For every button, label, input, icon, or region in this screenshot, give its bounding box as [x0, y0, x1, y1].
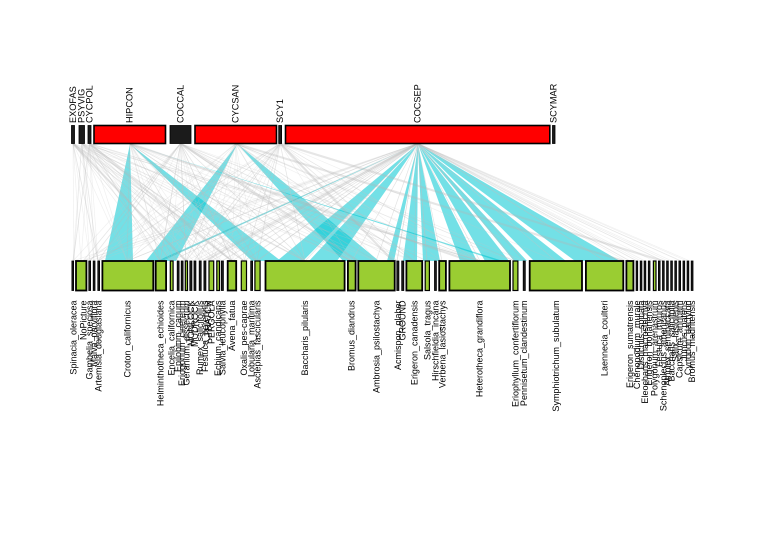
- svg-text:COCCAL: COCCAL: [176, 85, 186, 123]
- svg-text:Hirschfieldia_incana: Hirschfieldia_incana: [430, 301, 440, 382]
- svg-text:Eriogonum_cinereum: Eriogonum_cinereum: [177, 301, 187, 387]
- svg-text:Juncus_patens: Juncus_patens: [679, 300, 689, 361]
- svg-text:Salvia_leucophylla: Salvia_leucophylla: [217, 301, 227, 376]
- svg-text:Lobularia_maritima: Lobularia_maritima: [247, 301, 257, 378]
- svg-text:GROUND: GROUND: [398, 300, 408, 340]
- svg-text:Bromus_diandrus: Bromus_diandrus: [347, 300, 357, 371]
- svg-text:Eriophyllum_confertiflorum: Eriophyllum_confertiflorum: [510, 301, 520, 408]
- svg-text:Baccharis_salicifolia: Baccharis_salicifolia: [667, 301, 677, 382]
- svg-text:PERGOLA: PERGOLA: [206, 301, 216, 345]
- svg-text:Geranium_dissectum: Geranium_dissectum: [181, 301, 191, 386]
- svg-text:Baccharis_pilularis: Baccharis_pilularis: [300, 300, 310, 376]
- svg-text:Festuca_myuros: Festuca_myuros: [654, 300, 664, 367]
- svg-text:HIPCON: HIPCON: [125, 87, 135, 123]
- svg-text:Symphiotrichum_subulatum: Symphiotrichum_subulatum: [551, 301, 561, 412]
- svg-text:Oxalis_pes-caprae: Oxalis_pes-caprae: [239, 301, 249, 376]
- svg-text:COCSEP: COCSEP: [413, 84, 423, 123]
- svg-text:CYCPOL: CYCPOL: [85, 85, 95, 123]
- svg-text:Spinacia_oleracea: Spinacia_oleracea: [69, 301, 79, 375]
- svg-text:Erigeron_bonariensis: Erigeron_bonariensis: [644, 300, 654, 386]
- svg-text:Salsola_tragus: Salsola_tragus: [422, 300, 432, 360]
- svg-text:Echium_candicans: Echium_candicans: [213, 300, 223, 376]
- svg-text:Festuca_perennis: Festuca_perennis: [200, 300, 210, 372]
- svg-text:Asclepias_fascicularis: Asclepias_fascicularis: [253, 300, 263, 389]
- svg-text:Eleocharis_macrostachya: Eleocharis_macrostachya: [640, 301, 650, 404]
- svg-text:Chenopodium_murale: Chenopodium_murale: [632, 301, 642, 390]
- svg-text:Ambrosia_psilostachya: Ambrosia_psilostachya: [372, 301, 382, 394]
- svg-text:Gambelia_speciosa: Gambelia_speciosa: [85, 301, 95, 380]
- svg-text:Encelia_californica: Encelia_californica: [167, 301, 177, 376]
- svg-text:NoPicture: NoPicture: [79, 301, 89, 341]
- svg-text:Laennecia_coulteri: Laennecia_coulteri: [600, 301, 610, 377]
- svg-text:MUDROCK: MUDROCK: [190, 301, 200, 348]
- svg-text:Atriplex_semibaccata: Atriplex_semibaccata: [662, 301, 672, 387]
- svg-text:Capsicum_annuum: Capsicum_annuum: [675, 301, 685, 379]
- svg-text:Verbena_lasiostachys: Verbena_lasiostachys: [438, 300, 448, 388]
- svg-text:MONLOCK: MONLOCK: [186, 301, 196, 347]
- svg-text:THATCH: THATCH: [203, 301, 213, 337]
- svg-text:Erigeron_sumatrensis: Erigeron_sumatrensis: [625, 300, 635, 388]
- svg-text:PSYVIG: PSYVIG: [77, 89, 87, 123]
- svg-text:Bromus_madritensis: Bromus_madritensis: [687, 300, 697, 383]
- svg-text:Erigeron_canadensis: Erigeron_canadensis: [409, 300, 419, 385]
- svg-text:Salix_lasiolepis: Salix_lasiolepis: [671, 300, 681, 362]
- svg-text:Polygonum_arenastrum: Polygonum_arenastrum: [650, 301, 660, 397]
- svg-text:Artemisia_douglasiana: Artemisia_douglasiana: [94, 301, 104, 392]
- svg-text:Avena_fatua: Avena_fatua: [227, 301, 237, 351]
- svg-text:Acmispon_glaber: Acmispon_glaber: [393, 301, 403, 371]
- svg-text:Malva_parviflora: Malva_parviflora: [89, 301, 99, 367]
- svg-text:Heterotheca_grandiflora: Heterotheca_grandiflora: [475, 301, 485, 398]
- svg-text:EXOFAS: EXOFAS: [68, 86, 78, 123]
- svg-text:Schenoplectus_americanus: Schenoplectus_americanus: [658, 300, 668, 411]
- svg-text:Rumex_salicifolius: Rumex_salicifolius: [195, 300, 205, 375]
- svg-text:SCYMAR: SCYMAR: [549, 83, 559, 123]
- svg-text:Helminthotheca_echioides: Helminthotheca_echioides: [156, 300, 166, 406]
- svg-text:Croton_californicus: Croton_californicus: [123, 300, 133, 378]
- svg-text:Epilobium_canum: Epilobium_canum: [173, 301, 183, 373]
- svg-text:Cynodon_dactylon: Cynodon_dactylon: [683, 301, 693, 376]
- svg-text:SCY1: SCY1: [275, 99, 285, 123]
- svg-text:Distichlis_spicata: Distichlis_spicata: [636, 301, 646, 370]
- svg-text:Pennisetum_clandestinum: Pennisetum_clandestinum: [519, 301, 529, 407]
- svg-text:CYCSAN: CYCSAN: [231, 85, 241, 123]
